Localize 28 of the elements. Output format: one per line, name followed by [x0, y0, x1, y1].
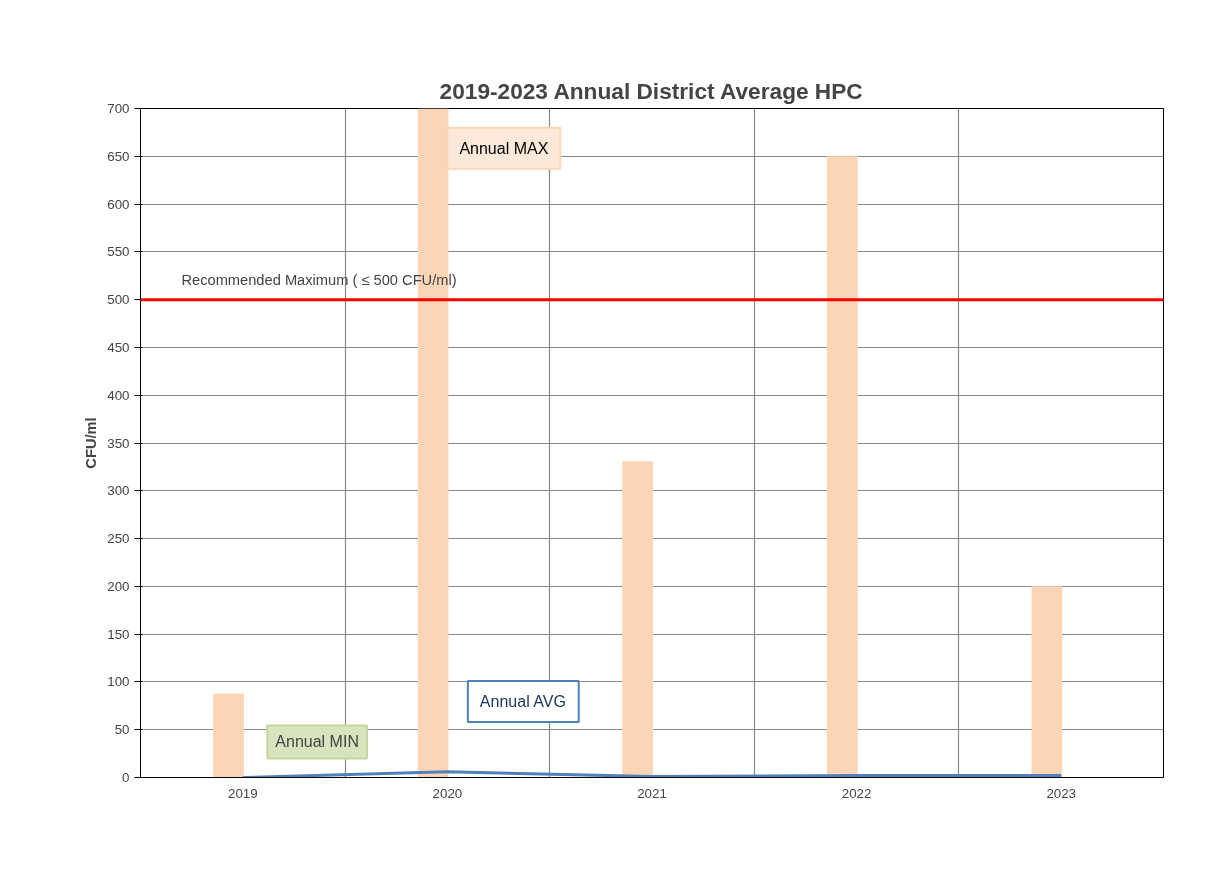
y-tick-label: 100: [107, 674, 130, 690]
y-tick-label: 50: [114, 722, 130, 738]
bar: [213, 693, 244, 778]
bar: [1031, 586, 1063, 778]
y-axis-title: CFU/ml: [83, 417, 100, 469]
chart-title: 2019-2023 Annual District Average HPC: [439, 77, 863, 104]
x-tick-label: 2021: [637, 785, 667, 801]
y-tick-label: 500: [107, 292, 130, 308]
text: Annual AVG: [479, 693, 566, 711]
annotation: Annual MIN: [275, 733, 359, 751]
y-tick-label: 550: [107, 244, 130, 260]
y-tick-label: 700: [107, 101, 130, 116]
y-tick-label: 0: [122, 770, 130, 785]
y-tick-label: 400: [107, 387, 130, 403]
x-tick-label: 2019: [227, 785, 258, 801]
y-tick-label: 300: [107, 483, 130, 499]
y-tick-label: 150: [107, 626, 130, 642]
series-label: Annual MAX: [459, 139, 549, 157]
x-tick-label: 2022: [841, 785, 872, 801]
bar: [622, 461, 654, 778]
x-tick-label: 2020: [432, 785, 463, 801]
x-tick-label: 2023: [1046, 785, 1077, 801]
y-tick-label: 600: [107, 196, 130, 212]
y-tick-label: 450: [107, 339, 130, 355]
y-tick-label: 200: [107, 578, 130, 594]
y-tick-label: 650: [107, 148, 130, 164]
y-tick-label: 250: [107, 531, 130, 547]
y-tick-label: 350: [107, 435, 130, 451]
